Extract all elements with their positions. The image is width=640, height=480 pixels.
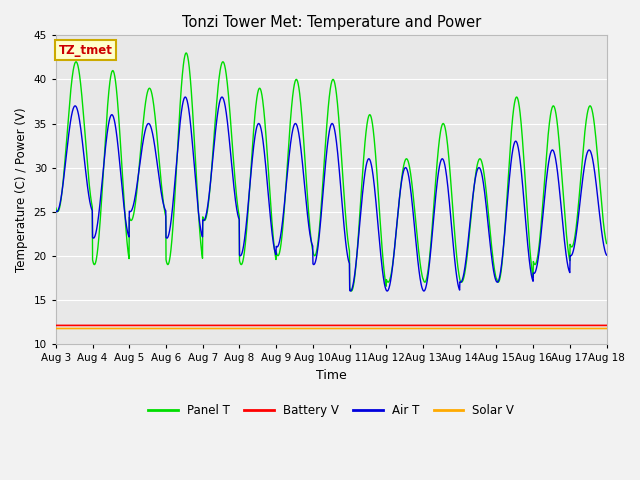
Battery V [359,323,367,328]
Panel T [206,189,214,195]
Solar V [554,325,562,331]
Solar V [347,325,355,331]
Air T [205,190,213,195]
Panel T [348,288,355,294]
Panel T [52,205,60,211]
Panel T [603,240,611,246]
Line: Panel T: Panel T [56,53,607,291]
Panel T [554,131,562,136]
Battery V [347,323,355,328]
Solar V [570,325,577,331]
Solar V [603,325,611,331]
Air T [360,184,367,190]
Text: TZ_tmet: TZ_tmet [59,44,113,57]
Air T [383,288,391,294]
Panel T [348,288,355,294]
Title: Tonzi Tower Met: Temperature and Power: Tonzi Tower Met: Temperature and Power [182,15,481,30]
Battery V [492,323,499,328]
Battery V [205,323,213,328]
Air T [492,277,499,283]
Line: Air T: Air T [56,97,607,291]
Battery V [603,323,611,328]
Panel T [360,158,367,164]
Panel T [182,50,190,56]
Panel T [492,273,499,279]
Panel T [570,240,577,246]
Battery V [570,323,577,328]
Solar V [492,325,499,331]
Y-axis label: Temperature (C) / Power (V): Temperature (C) / Power (V) [15,108,28,272]
Solar V [205,325,213,331]
Air T [554,176,562,182]
Air T [218,94,226,100]
Air T [52,208,60,214]
Solar V [359,325,367,331]
Battery V [554,323,562,328]
Solar V [52,325,60,331]
Legend: Panel T, Battery V, Air T, Solar V: Panel T, Battery V, Air T, Solar V [143,399,519,421]
X-axis label: Time: Time [316,369,347,382]
Air T [348,288,355,293]
Battery V [52,323,60,328]
Air T [603,252,611,258]
Air T [570,247,577,252]
